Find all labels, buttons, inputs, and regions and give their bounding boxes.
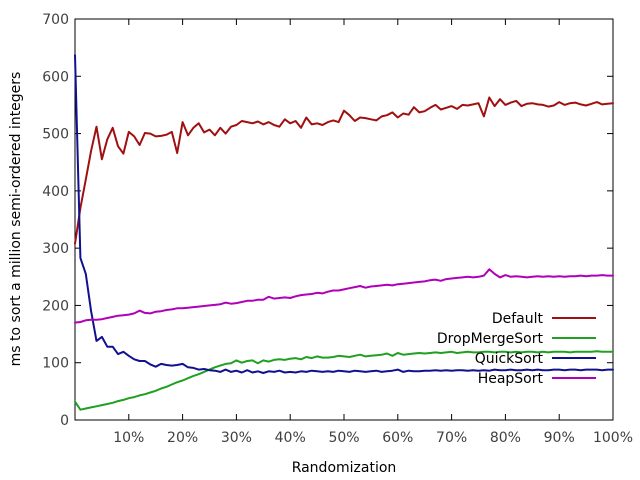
series-lines bbox=[74, 54, 614, 411]
y-tick-label: 600 bbox=[42, 69, 69, 85]
x-tick-label: 80% bbox=[490, 430, 521, 446]
x-axis-label: Randomization bbox=[292, 460, 397, 476]
legend-label-default: Default bbox=[492, 311, 544, 327]
y-axis-label: ms to sort a million semi-ordered intege… bbox=[8, 72, 24, 367]
series-line-dropmergesort bbox=[74, 350, 614, 411]
y-tick-label: 700 bbox=[42, 12, 69, 28]
series-line-default bbox=[74, 96, 614, 245]
x-tick-label: 20% bbox=[167, 430, 198, 446]
legend: Default DropMergeSort QuickSort HeapSort bbox=[437, 311, 596, 387]
y-tick-label: 300 bbox=[42, 241, 69, 257]
y-tick-label: 500 bbox=[42, 127, 69, 143]
legend-label-quicksort: QuickSort bbox=[475, 351, 544, 367]
x-tick-label: 70% bbox=[436, 430, 467, 446]
x-axis: 10% 20% 30% 40% 50% 60% 70% 80% 90% 100% bbox=[113, 19, 633, 446]
x-tick-label: 40% bbox=[275, 430, 306, 446]
x-tick-label: 50% bbox=[328, 430, 359, 446]
legend-label-dropmergesort: DropMergeSort bbox=[437, 331, 544, 347]
y-tick-label: 400 bbox=[42, 184, 69, 200]
legend-label-heapsort: HeapSort bbox=[478, 371, 544, 387]
series-line-quicksort bbox=[74, 54, 614, 374]
y-tick-label: 0 bbox=[60, 413, 69, 429]
y-axis: 0 100 200 300 400 500 600 700 bbox=[42, 12, 613, 429]
y-tick-label: 200 bbox=[42, 298, 69, 314]
series-line-heapsort bbox=[74, 268, 614, 324]
x-tick-label: 10% bbox=[113, 430, 144, 446]
x-tick-label: 60% bbox=[382, 430, 413, 446]
x-tick-label: 90% bbox=[544, 430, 575, 446]
y-tick-label: 100 bbox=[42, 356, 69, 372]
x-tick-label: 30% bbox=[221, 430, 252, 446]
x-tick-label: 100% bbox=[593, 430, 633, 446]
